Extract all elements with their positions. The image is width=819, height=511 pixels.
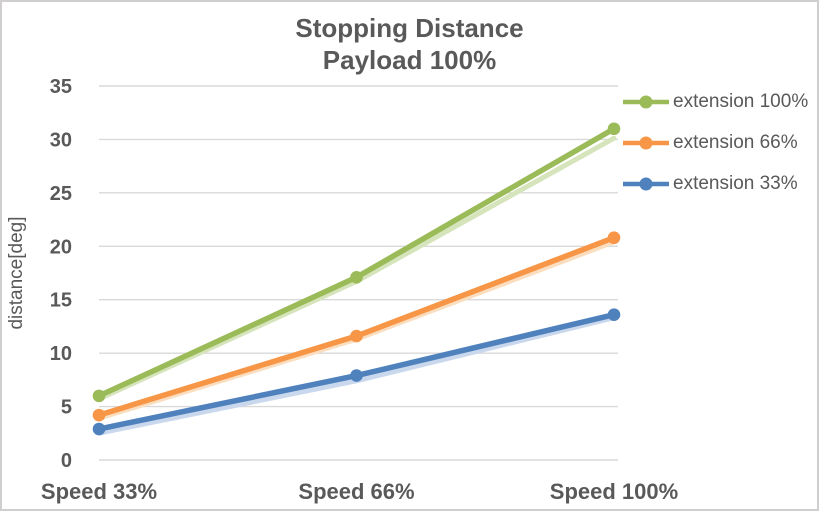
legend-entry-1: extension 66% xyxy=(622,130,808,155)
data-point-marker-1-1 xyxy=(350,329,363,343)
legend-line-marker-icon xyxy=(623,136,669,149)
series-line-1 xyxy=(96,234,617,418)
data-point-marker-1-2 xyxy=(607,231,621,245)
legend-entry-label: extension 100% xyxy=(673,90,809,112)
y-tick-label-15: 15 xyxy=(50,290,72,312)
y-tick-label-5: 5 xyxy=(61,397,72,419)
data-point-marker-2-0 xyxy=(92,422,106,436)
legend-line-marker-icon xyxy=(623,95,669,108)
legend-entry-0: extension 100% xyxy=(622,89,808,114)
data-point-marker-0-2 xyxy=(607,122,621,136)
y-tick-label-25: 25 xyxy=(50,183,72,205)
series-line-0 xyxy=(96,125,617,399)
y-tick-label-30: 30 xyxy=(50,129,72,151)
data-point-marker-2-2 xyxy=(607,308,621,321)
data-point-marker-0-1 xyxy=(350,270,363,284)
x-category-label-0: Speed 33% xyxy=(41,479,157,504)
y-axis-title: distance[deg] xyxy=(6,216,27,329)
data-point-marker-1-0 xyxy=(92,408,106,422)
y-tick-label-0: 0 xyxy=(61,450,72,472)
data-point-marker-2-1 xyxy=(350,369,363,382)
y-tick-label-35: 35 xyxy=(50,76,72,98)
data-point-marker-0-0 xyxy=(92,389,106,403)
legend: extension 100% extension 66% extension 33% xyxy=(622,89,808,212)
y-tick-label-10: 10 xyxy=(50,343,72,365)
x-category-label-2: Speed 100% xyxy=(550,479,678,504)
legend-entry-label: extension 66% xyxy=(673,131,798,153)
legend-line-marker-icon xyxy=(623,177,669,190)
x-category-label-1: Speed 66% xyxy=(298,479,414,504)
legend-entry-2: extension 33% xyxy=(622,171,808,196)
legend-entry-label: extension 33% xyxy=(673,172,798,194)
y-tick-label-20: 20 xyxy=(50,236,72,258)
